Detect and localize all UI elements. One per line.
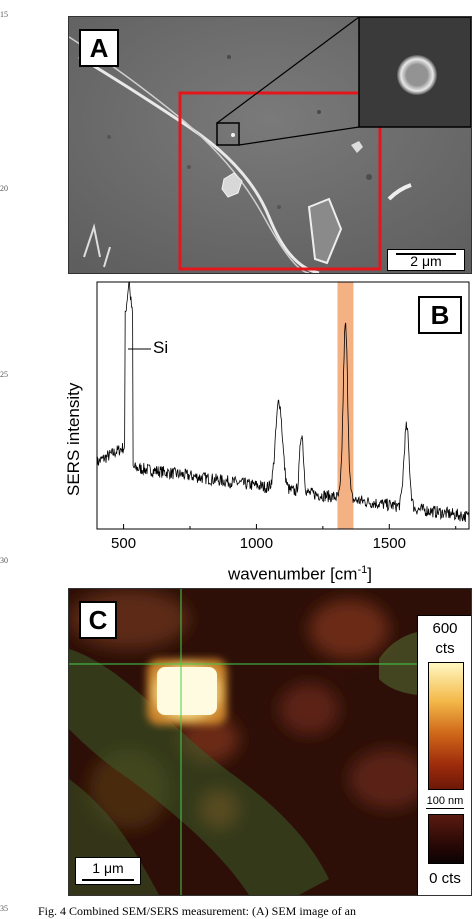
sers-spectrum-chart: 500 1000 1500 bbox=[96, 281, 470, 552]
x-axis-label-sup: -1 bbox=[357, 564, 368, 576]
panel-label-a: A bbox=[79, 29, 119, 67]
x-axis-ticks: 500 1000 1500 bbox=[111, 524, 457, 552]
x-axis-label-text: wavenumber [cm bbox=[228, 564, 358, 584]
colorbar-max: 600 bbox=[432, 620, 458, 637]
colorbar-min: 0 cts bbox=[429, 870, 461, 887]
line-number: 20 bbox=[0, 184, 8, 193]
x-tick-label: 500 bbox=[111, 535, 136, 552]
sers-spectrum-panel: 500 1000 1500 Si SERS intensity wavenumber… bbox=[0, 276, 474, 594]
x-axis-label-end: ] bbox=[367, 564, 372, 584]
line-number: 30 bbox=[0, 556, 8, 565]
figure-caption: Fig. 4 Combined SEM/SERS measurement: (A… bbox=[38, 904, 356, 918]
plot-frame bbox=[96, 281, 470, 530]
y-axis-label: SERS intensity bbox=[64, 382, 83, 496]
colorbar-divider bbox=[426, 808, 464, 809]
sem-image bbox=[69, 17, 471, 273]
panel-label-c: C bbox=[79, 601, 117, 639]
line-number: 35 bbox=[0, 904, 8, 913]
spectrum-line bbox=[96, 281, 470, 523]
panel-label-b: B bbox=[418, 296, 462, 334]
sem-scale-bar: 2 μm bbox=[387, 249, 465, 271]
x-tick-label: 1500 bbox=[373, 535, 406, 552]
colorbar-gradient-low bbox=[428, 814, 464, 864]
highlight-band bbox=[337, 282, 354, 529]
si-peak-label: Si bbox=[153, 338, 169, 357]
x-axis-label: wavenumber [cm-1] bbox=[170, 564, 430, 585]
sers-map-panel: C 600 cts 100 nm 0 cts 1 μm bbox=[68, 588, 472, 896]
colorbar-panel: 600 cts 100 nm 0 cts bbox=[417, 615, 471, 895]
sem-roi-frame bbox=[178, 91, 382, 271]
sem-scale-bar-label: 2 μm bbox=[410, 253, 442, 269]
x-tick-label: 1000 bbox=[240, 535, 273, 552]
map-scale-bar-label: 1 μm bbox=[92, 860, 124, 876]
colorbar-mid: 100 nm bbox=[426, 795, 464, 807]
line-number: 25 bbox=[0, 370, 8, 379]
sem-nanowire bbox=[78, 55, 320, 273]
colorbar-unit: cts bbox=[435, 640, 455, 657]
map-scale-bar: 1 μm bbox=[75, 857, 141, 885]
line-number: 15 bbox=[0, 10, 8, 19]
sem-image-panel: A 2 μm bbox=[68, 16, 472, 274]
colorbar-gradient bbox=[428, 662, 464, 790]
sers-map-image bbox=[69, 589, 471, 895]
